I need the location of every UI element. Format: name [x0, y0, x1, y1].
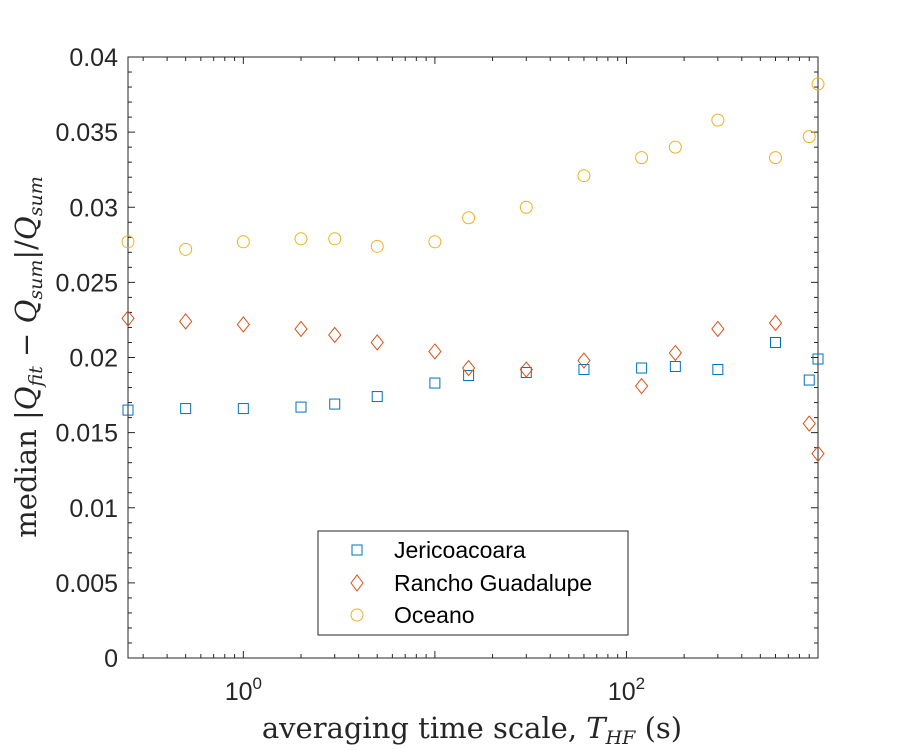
- oceano-point: [428, 235, 442, 249]
- axis-ticks: 00.0050.010.0150.020.0250.030.0350.04100…: [55, 44, 819, 706]
- jericoacoara-point: [122, 404, 134, 416]
- x-axis-label: averaging time scale, THF (s): [262, 711, 682, 749]
- legend-label-jericoacoara: Jericoacoara: [394, 537, 526, 563]
- oceano-point: [236, 235, 250, 249]
- jericoacoara-point: [812, 353, 824, 365]
- legend-item-oceano: Oceano: [350, 602, 475, 628]
- jericoacoara-point: [237, 403, 249, 415]
- rancho-guadalupe-point: [328, 326, 342, 344]
- rancho-guadalupe-point: [711, 320, 725, 338]
- x-tick-label-base: 10: [225, 678, 253, 706]
- y-tick-label: 0.015: [55, 420, 118, 448]
- jericoacoara-point: [578, 364, 590, 376]
- x-tick-label: 100: [225, 674, 262, 706]
- oceano-point: [711, 113, 725, 127]
- legend-label-rancho-guadalupe: Rancho Guadalupe: [394, 570, 592, 596]
- x-tick-label: 102: [608, 674, 645, 706]
- jericoacoara-point: [429, 377, 441, 389]
- y-axis-label-s1: fit: [25, 366, 47, 389]
- rancho-guadalupe-point: [179, 313, 193, 330]
- oceano-point: [121, 235, 135, 249]
- oceano-point: [328, 232, 342, 246]
- jericoacoara-point: [770, 336, 782, 348]
- x-tick-label-base: 10: [608, 678, 636, 706]
- y-axis-label-q2: Q: [9, 300, 43, 324]
- y-tick-label: 0.035: [55, 119, 118, 147]
- rancho-guadalupe-point: [294, 320, 308, 338]
- x-tick-label-exponent: 0: [253, 674, 262, 693]
- oceano-point: [462, 211, 476, 225]
- y-tick-label: 0.04: [69, 44, 118, 72]
- jericoacoara-point: [329, 398, 341, 410]
- oceano-point: [294, 232, 308, 246]
- x-axis-label-var: T: [586, 711, 608, 745]
- jericoacoara-point: [295, 401, 307, 413]
- jericoacoara-point: [636, 362, 648, 374]
- y-tick-label: 0.01: [69, 495, 118, 523]
- rancho-guadalupe-point: [370, 334, 384, 351]
- legend-diamond-marker: [350, 574, 364, 592]
- rancho-guadalupe-point: [519, 361, 533, 378]
- oceano-point: [769, 151, 783, 165]
- y-axis-label-q1: Q: [9, 386, 43, 410]
- jericoacoara-point: [669, 361, 681, 373]
- x-tick-label-exponent: 2: [636, 674, 645, 693]
- y-axis-label-s3: sum: [25, 176, 47, 216]
- rancho-guadalupe-point: [577, 352, 591, 369]
- legend: Jericoacoara Rancho Guadalupe Oceano: [317, 530, 629, 636]
- oceano-point: [179, 242, 193, 256]
- y-tick-label: 0.02: [69, 345, 118, 373]
- y-axis-label-pre: median |: [9, 410, 43, 537]
- data-marks: [121, 77, 825, 462]
- rancho-guadalupe-point: [811, 445, 825, 462]
- y-axis-label-s2: sum: [25, 260, 47, 300]
- rancho-guadalupe-point: [428, 343, 442, 360]
- oceano-point: [802, 130, 816, 144]
- x-axis-label-text: averaging time scale,: [262, 711, 586, 745]
- legend-box: [317, 530, 629, 636]
- rancho-guadalupe-point: [461, 359, 476, 377]
- oceano-point: [370, 239, 384, 253]
- rancho-guadalupe-point: [121, 310, 135, 327]
- oceano-point: [635, 151, 649, 165]
- jericoacoara-point: [180, 403, 192, 415]
- legend-item-jericoacoara: Jericoacoara: [351, 537, 526, 563]
- jericoacoara-point: [463, 370, 475, 382]
- legend-item-rancho-guadalupe: Rancho Guadalupe: [350, 570, 592, 596]
- rancho-guadalupe-point: [668, 344, 682, 362]
- x-axis-label-sub: HF: [605, 727, 637, 749]
- legend-square-marker: [351, 544, 363, 556]
- legend-circle-marker: [350, 608, 364, 622]
- y-tick-label: 0.025: [55, 269, 118, 297]
- oceano-point: [668, 140, 682, 154]
- oceano-point: [811, 77, 825, 91]
- y-axis-label-q3: Q: [9, 216, 43, 240]
- rancho-guadalupe-point: [634, 377, 649, 395]
- legend-label-oceano: Oceano: [394, 602, 475, 628]
- rancho-guadalupe-point: [236, 316, 250, 333]
- oceano-point: [577, 169, 591, 183]
- y-tick-label: 0.03: [69, 194, 118, 222]
- jericoacoara-point: [712, 364, 724, 376]
- jericoacoara-point: [803, 374, 815, 386]
- jericoacoara-point: [371, 391, 383, 403]
- rancho-guadalupe-point: [768, 314, 783, 332]
- y-axis-label: median |Qfit − Qsum|/Qsum: [9, 176, 47, 537]
- y-tick-label: 0.005: [55, 570, 118, 598]
- oceano-point: [519, 200, 533, 214]
- y-axis-label-mid: −: [9, 323, 43, 366]
- rancho-guadalupe-point: [802, 415, 816, 432]
- y-axis-label-post: |/: [9, 240, 43, 260]
- x-axis-label-unit: (s): [635, 711, 682, 745]
- y-tick-label: 0: [104, 645, 118, 673]
